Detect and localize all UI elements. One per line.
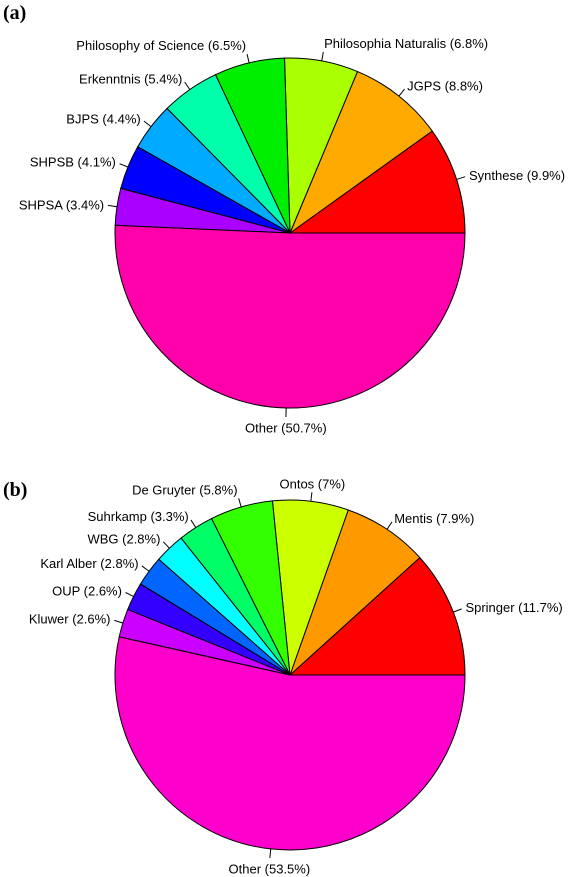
- panel-label-a: (a): [3, 2, 26, 24]
- leader-line-suhrkamp: [190, 519, 197, 528]
- pie-slice-other: [114, 636, 466, 851]
- slice-label-philosophia-naturalis: Philosophia Naturalis (6.8%): [324, 36, 488, 51]
- slice-label-oup: OUP (2.6%): [52, 583, 122, 598]
- leader-line-kluwer: [114, 619, 124, 624]
- leader-line-bjps: [143, 120, 152, 128]
- leader-line-springer: [453, 608, 462, 613]
- leader-line-erkenntnis: [184, 81, 191, 90]
- leader-line-oup: [125, 592, 134, 597]
- slice-label-synthese: Synthese (9.9%): [469, 168, 565, 183]
- leader-line-philosophia-naturalis: [321, 51, 324, 61]
- slice-label-erkenntnis: Erkenntnis (5.4%): [79, 71, 182, 86]
- leader-line-other: [269, 848, 272, 858]
- slice-label-philosophy-of-science: Philosophy of Science (6.5%): [76, 38, 246, 53]
- slice-label-jgps: JGPS (8.8%): [407, 78, 483, 93]
- slice-label-suhrkamp: Suhrkamp (3.3%): [88, 509, 189, 524]
- slice-label-shpsb: SHPSB (4.1%): [30, 155, 116, 170]
- slice-label-shpsa: SHPSA (3.4%): [19, 197, 104, 212]
- slice-label-wbg: WBG (2.8%): [87, 531, 160, 546]
- leader-line-wbg: [162, 541, 170, 549]
- leader-line-jgps: [398, 88, 405, 97]
- leader-line-synthese: [456, 176, 466, 180]
- pie-slice-other: [114, 224, 466, 409]
- pie-chart-b: (b) Springer (11.7%) Mentis (7.9%) Ontos (…: [3, 476, 563, 876]
- slice-label-other: Other (53.5%): [229, 862, 311, 877]
- leader-line-mentis: [386, 521, 393, 530]
- pie-slice-jgps: [288, 70, 433, 235]
- leader-line-shpsb: [119, 163, 129, 168]
- slice-label-bjps: BJPS (4.4%): [66, 111, 140, 126]
- panel-label-b: (b): [3, 479, 27, 501]
- leader-line-ontos: [310, 492, 313, 502]
- leader-line-karl-alber: [141, 565, 150, 572]
- leader-line-shpsa: [108, 204, 118, 208]
- slice-label-karl-alber: Karl Alber (2.8%): [40, 556, 138, 571]
- slice-label-kluwer: Kluwer (2.6%): [29, 612, 111, 627]
- leader-line-de-gruyter: [238, 498, 242, 508]
- pie-slice-springer: [288, 556, 466, 676]
- slice-label-de-gruyter: De Gruyter (5.8%): [132, 482, 237, 497]
- slice-label-springer: Springer (11.7%): [465, 600, 562, 615]
- slice-label-other: Other (50.7%): [245, 421, 327, 436]
- pie-chart-a: (a) Synthese (9.9%) JGPS (8.8%) Philosophi…: [3, 2, 565, 436]
- slice-label-mentis: Mentis (7.9%): [394, 511, 474, 526]
- slice-label-ontos: Ontos (7%): [280, 476, 346, 491]
- leader-line-philosophy-of-science: [246, 53, 250, 63]
